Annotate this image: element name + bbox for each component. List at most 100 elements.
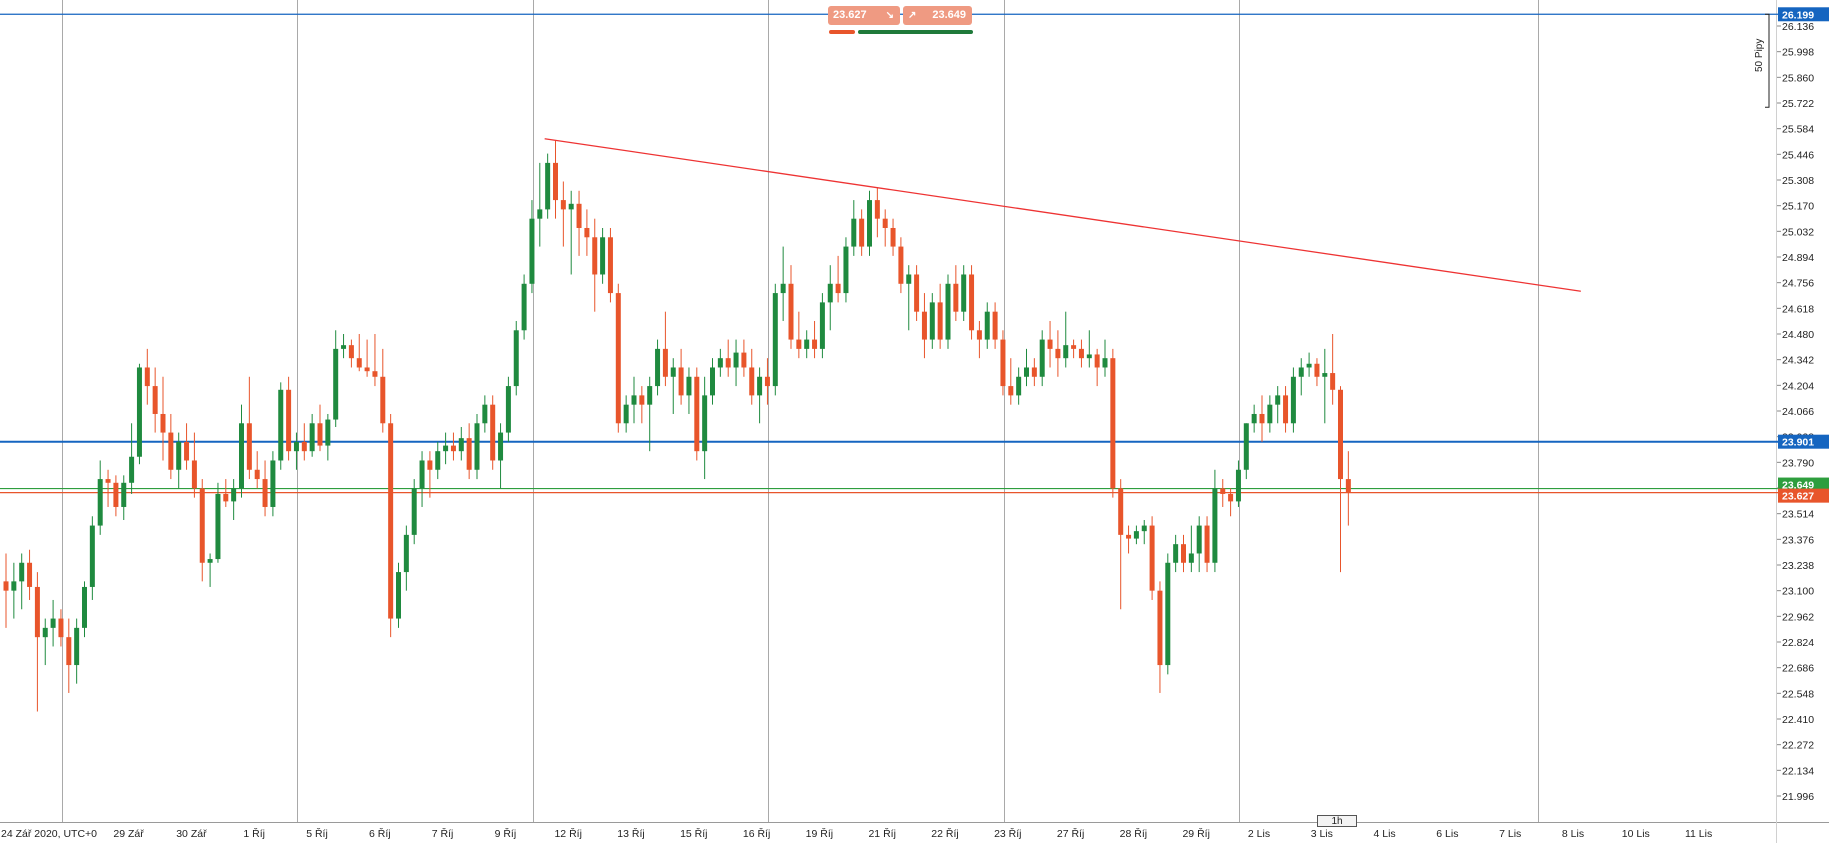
arrow-up-right-icon: ↗	[908, 10, 917, 21]
candle-body	[545, 162, 551, 210]
candle-body	[301, 441, 307, 452]
price-tick-label: 21.996	[1782, 791, 1814, 803]
bearish-candle	[1000, 330, 1006, 396]
candle-body	[1024, 367, 1029, 377]
candle-body	[662, 348, 668, 377]
bullish-candle	[529, 200, 535, 294]
bearish-candle	[812, 320, 818, 359]
candle-body	[129, 456, 135, 483]
time-tick-label: 21 Říj	[868, 827, 895, 840]
time-tick-label: 27 Říj	[1057, 827, 1084, 840]
bullish-candle	[1275, 386, 1281, 424]
bullish-candle	[505, 376, 511, 442]
time-tick-label: 7 Lis	[1499, 828, 1521, 840]
bullish-candle	[1188, 525, 1194, 573]
bearish-candle	[1204, 516, 1210, 573]
candle-body	[113, 482, 119, 507]
bullish-candle	[1165, 553, 1171, 675]
bullish-candle	[851, 200, 857, 256]
bearish-candle	[490, 395, 496, 470]
bullish-candle	[867, 190, 872, 256]
time-tick-label: 10 Lis	[1622, 828, 1650, 840]
candle-body	[921, 311, 927, 340]
buy-button[interactable]: ↗ 23.649	[903, 6, 972, 25]
arrow-down-right-icon: ↘	[885, 10, 894, 21]
candle-body	[1188, 553, 1194, 563]
candle-body	[1157, 590, 1163, 666]
candle-body	[1118, 488, 1124, 535]
candle-body	[686, 376, 692, 396]
price-tick-label: 23.100	[1782, 586, 1814, 598]
candle-body	[929, 302, 935, 340]
candle-body	[733, 352, 739, 368]
bearish-candle	[380, 348, 386, 433]
bullish-candle	[804, 330, 810, 359]
time-tick-label: 23 Říj	[994, 827, 1021, 840]
trendline-group[interactable]	[544, 138, 1581, 292]
candle-body	[11, 581, 17, 591]
bid-line-badge[interactable]	[1778, 488, 1829, 503]
price-axis[interactable]: 26.136 25.998 25.860 25.722 25.584 25.446 25.3…	[1777, 7, 1829, 803]
candle-body	[1071, 345, 1077, 349]
time-axis[interactable]: 24 Zář 2020, UTC+0 29 Zář 30 Zář 1 Říj 5 Říj…	[1, 827, 1712, 840]
candle-body	[1133, 531, 1139, 539]
bullish-candle	[403, 525, 409, 591]
time-tick-label: 7 Říj	[432, 827, 454, 840]
bearish-candle	[1055, 330, 1061, 377]
bullish-candle	[1086, 330, 1092, 368]
bearish-candle	[749, 348, 755, 405]
candle-body	[66, 637, 72, 666]
candle-body	[670, 367, 676, 377]
bullish-candle	[733, 339, 739, 387]
candle-body	[341, 345, 347, 349]
candle-body	[741, 352, 747, 368]
candle-body	[1196, 525, 1202, 554]
candle-body	[521, 283, 527, 331]
bearish-candle	[364, 339, 370, 377]
bearish-candle	[262, 460, 268, 517]
ask-line-badge-label: 23.649	[1782, 480, 1814, 492]
bearish-candle	[191, 432, 197, 498]
bullish-candle	[655, 339, 661, 396]
bearish-candle	[584, 209, 590, 256]
bearish-candle	[34, 572, 40, 712]
resistance-trendline[interactable]	[544, 138, 1581, 292]
bullish-candle	[929, 293, 935, 349]
bullish-candle	[600, 227, 606, 284]
ask-line-badge[interactable]	[1778, 477, 1829, 492]
bullish-candle	[1251, 404, 1257, 433]
bullish-candle	[1306, 352, 1312, 377]
bullish-candle	[961, 265, 967, 321]
candle-body	[1047, 339, 1053, 349]
time-tick-label: 9 Říj	[495, 827, 517, 840]
candle-body	[309, 423, 315, 452]
time-tick-label: 4 Lis	[1374, 828, 1396, 840]
blue-line-badge[interactable]	[1778, 434, 1829, 449]
upper-blue-line-badge[interactable]	[1778, 7, 1829, 22]
bullish-candle	[270, 451, 276, 517]
bearish-candle	[835, 255, 841, 303]
candle-body	[835, 283, 841, 294]
bearish-candle	[160, 376, 166, 461]
time-tick-label: 24 Zář 2020, UTC+0	[1, 828, 97, 840]
bearish-candle	[184, 423, 190, 470]
bullish-candle	[819, 293, 825, 359]
candle-body	[1220, 488, 1226, 494]
bullish-candle	[97, 460, 103, 535]
candle-body	[976, 330, 982, 340]
bullish-candle	[1024, 348, 1029, 387]
candle-body	[788, 283, 794, 340]
bullish-candle	[89, 516, 95, 600]
time-tick-label: 15 Říj	[680, 827, 707, 840]
bearish-candle	[976, 320, 982, 359]
timeframe-selector[interactable]: 1h	[1317, 815, 1357, 827]
candle-body	[403, 534, 409, 573]
bullish-candle	[537, 162, 543, 247]
bullish-candle	[757, 367, 763, 424]
sell-button[interactable]: 23.627 ↘	[828, 6, 900, 25]
bullish-candle	[293, 432, 299, 470]
candle-body	[199, 488, 205, 563]
price-tick-label: 26.136	[1782, 21, 1814, 33]
